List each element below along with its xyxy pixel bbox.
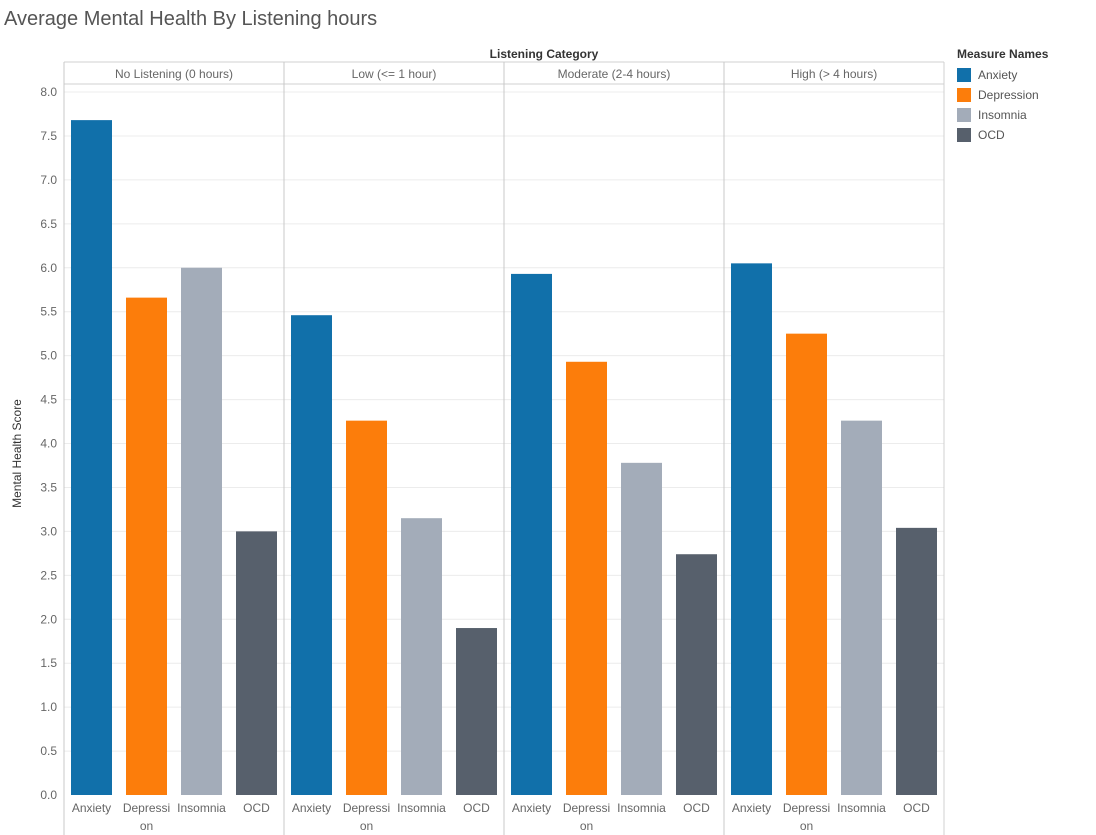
y-tick-label: 7.0 xyxy=(40,173,57,187)
x-tick-label: Insomnia xyxy=(617,801,666,815)
x-tick-label: on xyxy=(580,819,593,833)
x-tick-label: Anxiety xyxy=(512,801,551,815)
legend-title: Measure Names xyxy=(957,47,1049,61)
legend-item-ocd[interactable]: OCD xyxy=(957,125,1048,145)
x-tick-label: Anxiety xyxy=(732,801,771,815)
x-tick-label: Depressi xyxy=(783,801,830,815)
y-tick-label: 4.5 xyxy=(40,393,57,407)
bar-insomnia xyxy=(841,420,882,795)
chart-frame xyxy=(63,61,945,835)
y-tick-label: 2.0 xyxy=(40,612,57,626)
x-tick-label: OCD xyxy=(903,801,930,815)
bar-depression xyxy=(566,361,607,795)
bar-depression xyxy=(786,333,827,795)
legend-item-insomnia[interactable]: Insomnia xyxy=(957,105,1048,125)
y-tick-label: 8.0 xyxy=(40,85,57,99)
legend-swatch xyxy=(957,68,971,82)
y-tick-label: 3.0 xyxy=(40,524,57,538)
bar-depression xyxy=(126,297,167,795)
legend-item-depression[interactable]: Depression xyxy=(957,85,1048,105)
legend: Measure Names Anxiety Depression Insomnia O… xyxy=(957,47,1048,145)
legend-item-anxiety[interactable]: Anxiety xyxy=(957,65,1048,85)
x-tick-label: Depressi xyxy=(123,801,170,815)
x-tick-label: Depressi xyxy=(563,801,610,815)
bar-depression xyxy=(346,420,387,795)
x-tick-label: OCD xyxy=(243,801,270,815)
y-tick-label: 3.5 xyxy=(40,480,57,494)
bar-insomnia xyxy=(401,518,442,795)
bars xyxy=(71,120,937,796)
legend-swatch xyxy=(957,108,971,122)
x-tick-label: Insomnia xyxy=(177,801,226,815)
y-tick-label: 0.0 xyxy=(40,788,57,802)
bar-insomnia xyxy=(181,267,222,795)
y-tick-label: 0.5 xyxy=(40,744,57,758)
legend-swatch xyxy=(957,128,971,142)
legend-label: Anxiety xyxy=(978,68,1018,82)
bar-anxiety xyxy=(731,263,772,795)
y-tick-label: 2.5 xyxy=(40,568,57,582)
bar-anxiety xyxy=(511,273,552,795)
panel-label: No Listening (0 hours) xyxy=(115,67,233,81)
x-tick-label: on xyxy=(800,819,813,833)
chart-title: Average Mental Health By Listening hours xyxy=(4,8,378,30)
y-tick-label: 1.0 xyxy=(40,700,57,714)
column-header: Listening Category xyxy=(490,47,599,61)
x-tick-label: Depressi xyxy=(343,801,390,815)
panel-label: Moderate (2-4 hours) xyxy=(558,67,671,81)
bar-ocd xyxy=(236,531,277,795)
y-axis-label: Mental Health Score xyxy=(10,399,24,508)
y-tick-label: 5.0 xyxy=(40,349,57,363)
panel-label: High (> 4 hours) xyxy=(791,67,877,81)
x-tick-label: Insomnia xyxy=(397,801,446,815)
x-tick-label: Insomnia xyxy=(837,801,886,815)
x-tick-label: on xyxy=(360,819,373,833)
bar-ocd xyxy=(456,628,497,795)
x-tick-label: Anxiety xyxy=(292,801,331,815)
legend-swatch xyxy=(957,88,971,102)
legend-label: Depression xyxy=(978,88,1039,102)
y-tick-label: 1.5 xyxy=(40,656,57,670)
y-tick-label: 6.0 xyxy=(40,261,57,275)
y-tick-label: 5.5 xyxy=(40,305,57,319)
y-tick-label: 4.0 xyxy=(40,437,57,451)
y-tick-label: 6.5 xyxy=(40,217,57,231)
x-tick-label: on xyxy=(140,819,153,833)
bar-ocd xyxy=(896,527,937,795)
chart-labels: 0.0 0.5 1.0 1.5 2.0 2.5 3.0 3.5 4.0 4.5 5.0 5.5 6.0 6… xyxy=(10,47,930,833)
y-tick-label: 7.5 xyxy=(40,129,57,143)
x-tick-label: OCD xyxy=(463,801,490,815)
x-tick-label: Anxiety xyxy=(72,801,111,815)
bar-anxiety xyxy=(71,120,112,796)
bar-anxiety xyxy=(291,315,332,795)
panel-label: Low (<= 1 hour) xyxy=(352,67,437,81)
bar-ocd xyxy=(676,554,717,795)
x-tick-label: OCD xyxy=(683,801,710,815)
legend-label: Insomnia xyxy=(978,108,1027,122)
bar-chart: 0.0 0.5 1.0 1.5 2.0 2.5 3.0 3.5 4.0 4.5 5.0 5.5 6.0 6… xyxy=(10,47,945,835)
bar-insomnia xyxy=(621,462,662,795)
legend-label: OCD xyxy=(978,128,1005,142)
